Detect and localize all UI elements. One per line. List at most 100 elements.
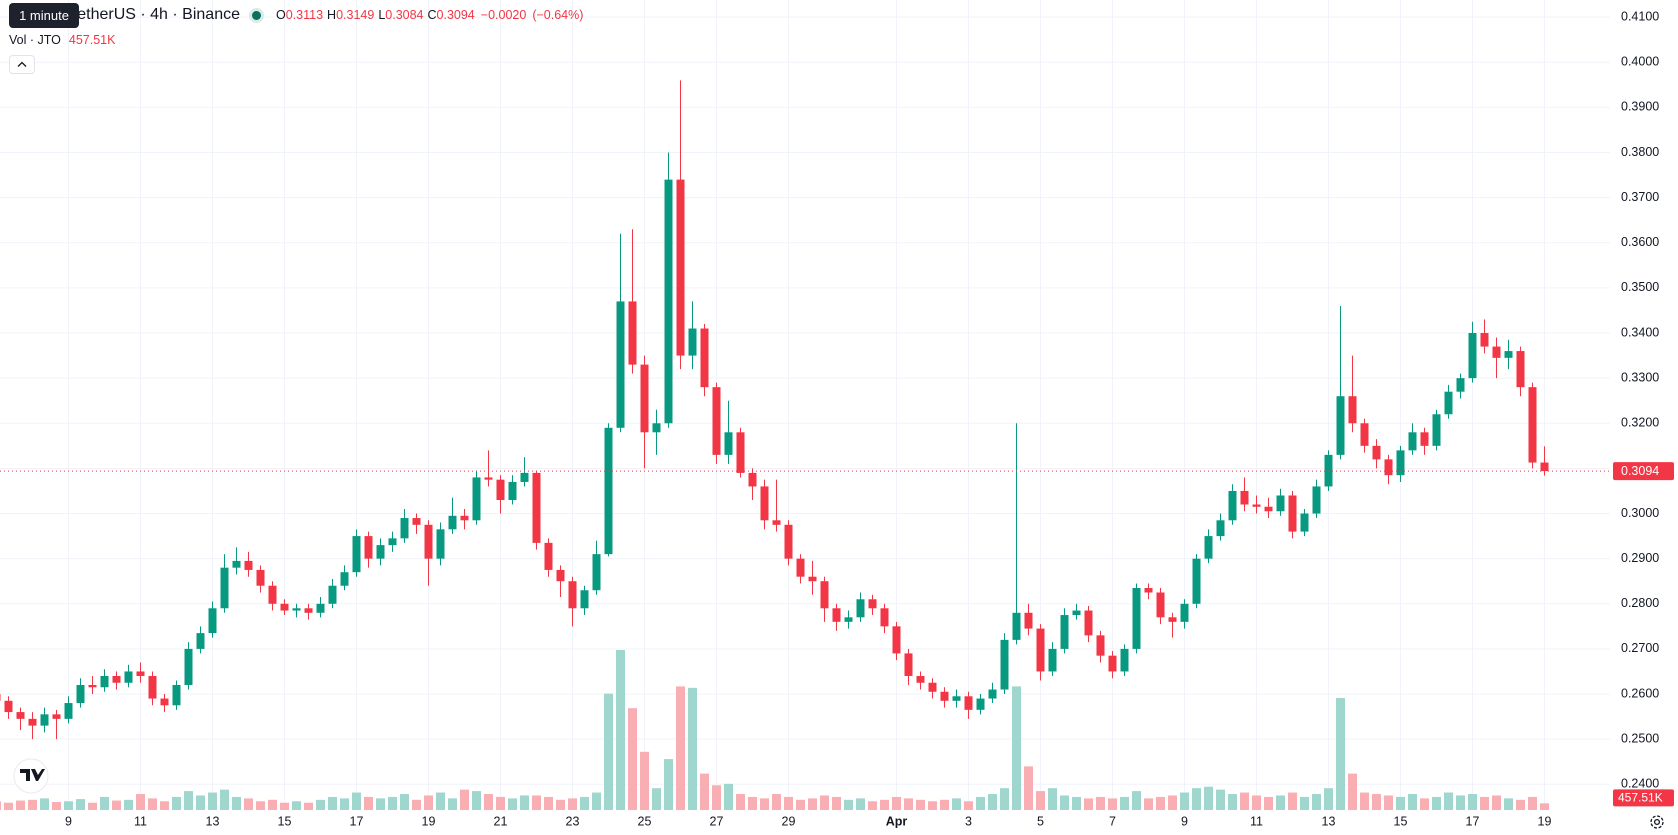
volume-bar: [928, 801, 937, 810]
x-tick-label: 13: [206, 814, 220, 828]
volume-bar: [1360, 792, 1369, 810]
volume-bar: [1060, 795, 1069, 810]
settings-icon[interactable]: [1650, 815, 1664, 829]
ohlc-key: C: [427, 8, 437, 22]
candle-body: [760, 486, 769, 521]
symbol-title[interactable]: JTO / TetherUS · 4h · Binance: [26, 6, 240, 23]
candle-body: [1240, 490, 1249, 505]
ohlc-legend: O 0.3113 H 0.3149 L 0.3084 C 0.3094 −0.0020 …: [252, 8, 583, 22]
volume-bar: [784, 796, 793, 810]
candle-body: [496, 479, 505, 500]
volume-bar: [688, 687, 697, 810]
y-tick-label: 0.3400: [1621, 325, 1659, 339]
tradingview-logo[interactable]: [13, 758, 49, 794]
candle-body: [1132, 587, 1141, 649]
volume-bar: [1192, 788, 1201, 810]
x-tick-label: 11: [1250, 814, 1263, 828]
candle-body: [100, 675, 109, 688]
volume-bar: [640, 751, 649, 810]
candle-body: [172, 685, 181, 706]
grid: [0, 0, 1610, 810]
candle-body: [232, 560, 241, 568]
candle-body: [52, 714, 61, 719]
candle-body: [1264, 506, 1273, 512]
volume-bar: [112, 800, 121, 810]
candle-body: [1288, 495, 1297, 532]
volume-bar: [1372, 794, 1381, 810]
candle-body: [1060, 615, 1069, 649]
y-tick-label: 0.4000: [1621, 55, 1659, 69]
y-tick-label: 0.2600: [1621, 686, 1659, 700]
volume-bar: [868, 801, 877, 810]
volume-bar: [532, 795, 541, 810]
candle-body: [772, 520, 781, 525]
x-tick-label: 27: [710, 814, 724, 828]
volume-value: 457.51K: [68, 33, 116, 47]
volume-bar: [484, 794, 493, 810]
candle-body: [1336, 396, 1345, 455]
candle-body: [556, 569, 565, 582]
volume-bar: [700, 773, 709, 810]
y-tick-label: 0.3800: [1621, 145, 1659, 159]
candle-body: [1348, 396, 1357, 424]
volume-bar: [256, 801, 265, 810]
collapse-button[interactable]: [9, 55, 35, 74]
volume-bar: [1384, 795, 1393, 810]
volume-bar: [1120, 796, 1129, 810]
change: −0.0020: [480, 8, 527, 22]
candle-body: [1492, 346, 1501, 358]
candle-body: [16, 712, 25, 719]
volume-bar: [64, 801, 73, 810]
candle-body: [388, 538, 397, 546]
candle-body: [0, 694, 1, 701]
volume-bar: [1492, 795, 1501, 810]
volume-bar: [1324, 788, 1333, 810]
volume-bar: [76, 799, 85, 810]
candle-body: [784, 524, 793, 559]
volume-bar: [232, 796, 241, 810]
last-price-tag: [1613, 462, 1674, 481]
candle-body: [484, 477, 493, 480]
candle-body: [508, 481, 517, 500]
volume-bar: [1264, 796, 1273, 810]
volume-bar: [1540, 803, 1549, 810]
ohlc-key: L: [378, 8, 386, 22]
volume-bar: [820, 795, 829, 810]
x-tick-label: 5: [1037, 814, 1044, 828]
volume-bar: [976, 796, 985, 810]
volume-bar: [1420, 798, 1429, 810]
y-tick-label: 0.3700: [1621, 190, 1659, 204]
candle-body: [1216, 520, 1225, 537]
candle-body: [892, 626, 901, 654]
candle-body: [1408, 432, 1417, 451]
volume-bar: [496, 796, 505, 810]
volume-bar: [1084, 798, 1093, 810]
volume-bar: [796, 799, 805, 810]
volume-bar: [1276, 795, 1285, 810]
candle-body: [928, 682, 937, 692]
volume-bar: [1396, 796, 1405, 810]
volume-bar: [1144, 798, 1153, 810]
volume-legend: Vol · JTO 457.51K: [9, 33, 115, 47]
y-tick-label: 0.3300: [1621, 370, 1659, 384]
volume-bar: [100, 796, 109, 810]
volume-bar: [304, 802, 313, 810]
volume-bar: [1432, 796, 1441, 810]
ohlc-value: 0.3113: [285, 8, 324, 22]
candle-body: [304, 608, 313, 613]
volume-bar: [892, 796, 901, 810]
market-status[interactable]: [252, 10, 261, 20]
x-tick-label: 11: [134, 814, 147, 828]
candle-body: [148, 675, 157, 699]
candle-body: [1384, 459, 1393, 476]
volume-bar: [16, 800, 25, 810]
volume-bar: [808, 798, 817, 810]
logo-badge[interactable]: [13, 758, 49, 794]
volume-bar: [1228, 794, 1237, 810]
candle-body: [196, 633, 205, 649]
y-tick-label: 0.3600: [1621, 235, 1659, 249]
candle-body: [628, 301, 637, 365]
volume-bar: [1036, 791, 1045, 810]
candle-body: [976, 698, 985, 710]
